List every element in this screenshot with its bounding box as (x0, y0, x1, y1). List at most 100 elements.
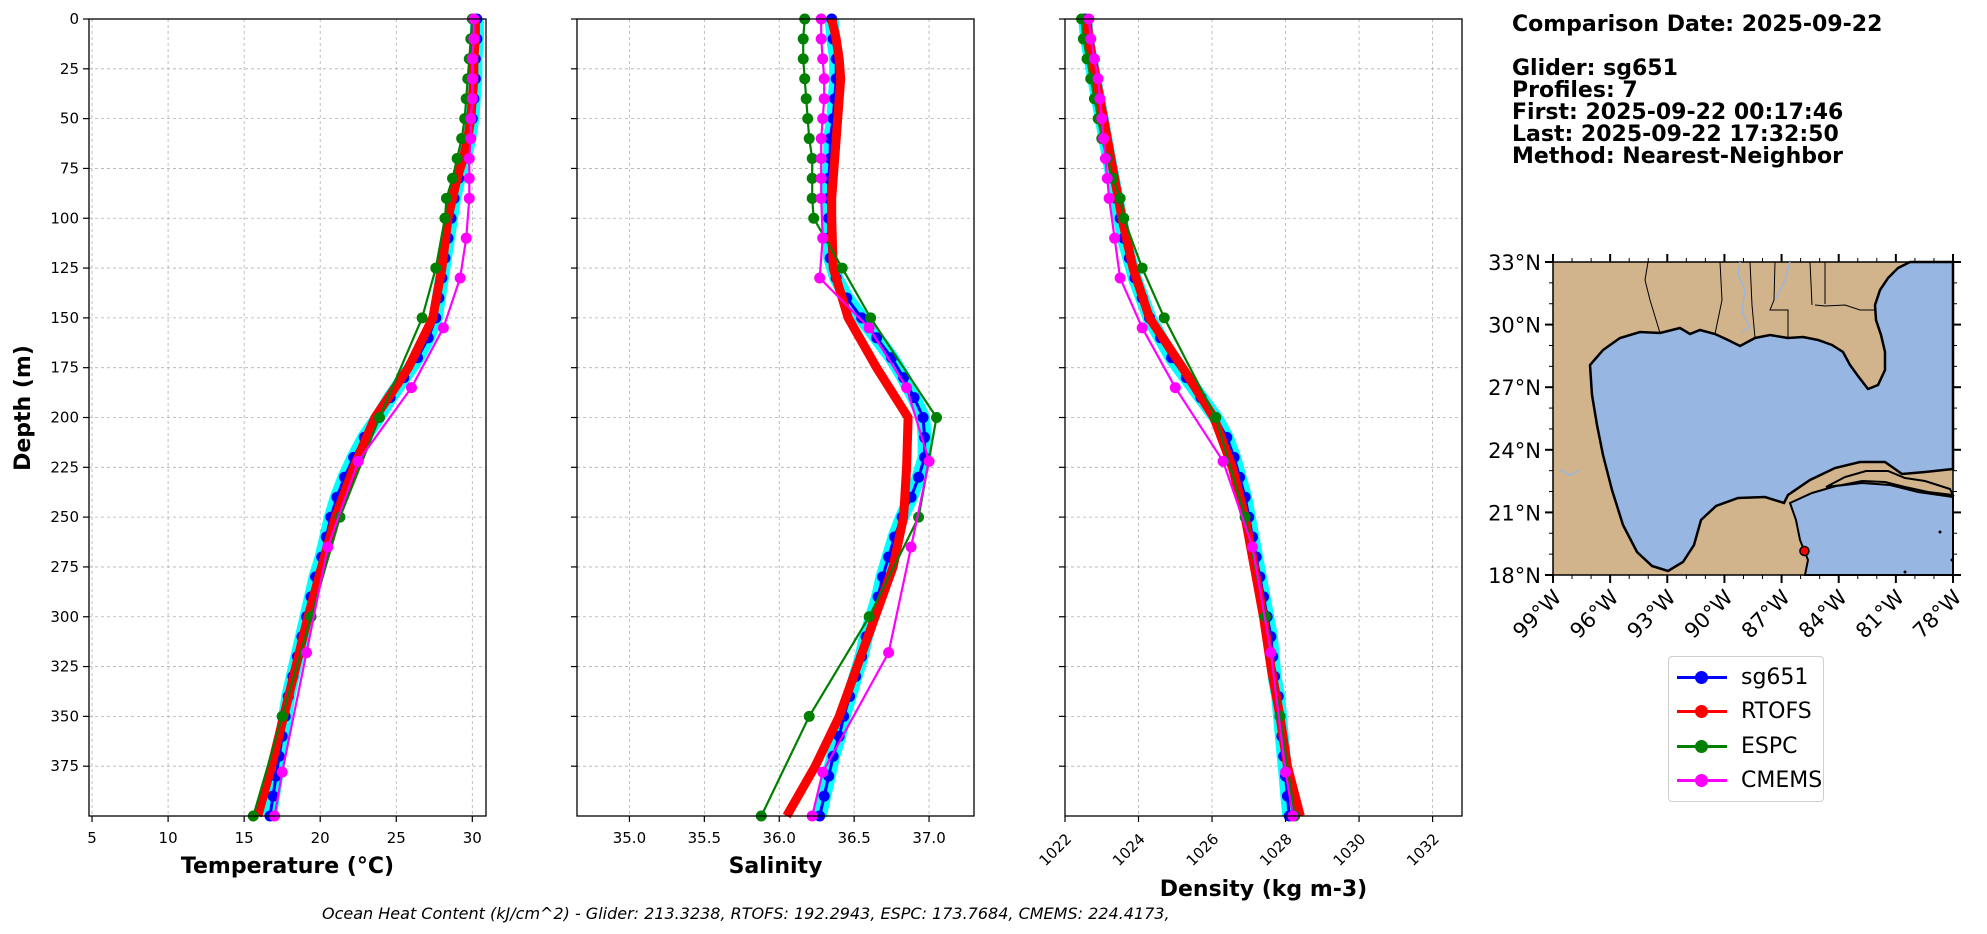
legend: sg651 RTOFS ESPC CMEMS (1668, 656, 1824, 802)
map-lon-label: 99°W (1508, 585, 1566, 643)
cmems-point (454, 272, 466, 284)
first-profile-time: First: 2025-09-22 00:17:46 (1512, 100, 1844, 125)
x-tick-label: 35.5 (688, 829, 721, 847)
map-lat-label: 24°N (1488, 439, 1541, 463)
cmems-point (817, 53, 829, 65)
map-lat-label: 33°N (1488, 251, 1541, 275)
x-tick-label: 1022 (1036, 830, 1076, 870)
cmems-point (1098, 133, 1110, 145)
x-tick-label: 5 (87, 829, 97, 847)
x-tick-label: 30 (463, 829, 482, 847)
map-lon-label: 84°W (1794, 585, 1852, 643)
info-panel: Comparison Date: 2025-09-22 Glider: sg65… (1512, 14, 1882, 168)
cmems-point (322, 541, 334, 553)
legend-label: ESPC (1741, 733, 1798, 759)
y-tick-label: 100 (50, 209, 79, 227)
sg651-point (913, 471, 925, 483)
cmems-point (815, 133, 827, 145)
cmems-point (1096, 113, 1108, 125)
espc-point (1118, 212, 1130, 224)
cmems-point (1217, 455, 1229, 467)
cmems-point (276, 766, 288, 778)
map-lat-label: 21°N (1488, 501, 1541, 525)
y-tick-label: 50 (60, 110, 79, 128)
x-tick-label: 1030 (1330, 830, 1370, 870)
map-lat-label: 27°N (1488, 376, 1541, 400)
espc-point (1158, 312, 1170, 324)
legend-line-icon (1677, 670, 1727, 684)
espc-point (439, 212, 451, 224)
cmems-point (1101, 172, 1113, 184)
cmems-point (815, 33, 827, 45)
espc-point (803, 133, 815, 145)
y-tick-label: 75 (60, 159, 79, 177)
cmems-point (352, 455, 364, 467)
espc-point (440, 192, 452, 204)
x-tick-label: 36.0 (763, 829, 796, 847)
cmems-point (1099, 152, 1111, 164)
y-tick-label: 300 (50, 608, 79, 626)
map-lon-label: 93°W (1622, 585, 1680, 643)
cmems-point (301, 647, 313, 659)
cmems-point (463, 172, 475, 184)
temperature-panel: 0 25 50 75 100 125 150 175 200 225 250 275 300 325 350… (50, 10, 487, 879)
cmems-point (1169, 382, 1181, 394)
espc-point (416, 312, 428, 324)
y-tick-label: 350 (50, 707, 79, 725)
cmems-point (463, 152, 475, 164)
legend-line-icon (1677, 704, 1727, 718)
state-borders (1644, 261, 1875, 339)
depth-axis-label: Depth (m) (11, 345, 36, 471)
cmems-point (465, 133, 477, 145)
cmems-point (1114, 272, 1126, 284)
legend-item-sg651: sg651 (1677, 660, 1808, 694)
x-tick-label: 1032 (1403, 830, 1443, 870)
map-lat-label: 18°N (1488, 564, 1541, 588)
espc-point (863, 611, 875, 623)
espc-point (865, 312, 877, 324)
y-tick-label: 325 (50, 658, 79, 676)
y-tick-label: 200 (50, 409, 79, 427)
cmems-point (466, 93, 478, 105)
legend-item-rtofs: RTOFS (1677, 694, 1812, 728)
espc-point (1274, 710, 1286, 722)
legend-label: CMEMS (1741, 767, 1823, 793)
y-tick-label: 225 (50, 458, 79, 476)
y-tick-label: 375 (50, 757, 79, 775)
espc-point (800, 93, 812, 105)
cmems-point (437, 322, 449, 334)
cmems-point (463, 192, 475, 204)
x-tick-label: 10 (159, 829, 178, 847)
map-lon-label: 96°W (1565, 585, 1623, 643)
espc-point (451, 152, 463, 164)
cmems-point (468, 33, 480, 45)
espc-point (447, 172, 459, 184)
density-panel: 1022 1024 1026 1028 1030 1032 Density (kg m-3) (1036, 13, 1463, 902)
sg651-point (917, 412, 929, 423)
x-tick-label: 15 (235, 829, 254, 847)
x-tick-label: 1028 (1256, 830, 1296, 870)
espc-point (808, 212, 820, 224)
comparison-date: Comparison Date: 2025-09-22 (1512, 12, 1883, 37)
cmems-point (1246, 541, 1258, 553)
y-tick-label: 175 (50, 359, 79, 377)
cmems-point (905, 541, 917, 553)
cmems-point (815, 152, 827, 164)
x-tick-label: 36.5 (837, 829, 870, 847)
cmems-point (466, 73, 478, 85)
cmems-point (466, 53, 478, 65)
espc-point (799, 73, 811, 85)
sg651-point (856, 312, 868, 324)
salinity-panel: 35.0 35.5 36.0 36.5 37.0 Salinity (571, 13, 975, 879)
legend-line-icon (1677, 773, 1727, 787)
cmems-point (818, 93, 830, 105)
y-tick-label: 250 (50, 508, 79, 526)
x-tick-label: 20 (311, 829, 330, 847)
cmems-point (1085, 33, 1097, 45)
espc-point (430, 262, 442, 274)
y-tick-label: 25 (60, 60, 79, 78)
glider-position-marker (1799, 545, 1810, 557)
cmems-point (1088, 53, 1100, 65)
cmems-point (815, 172, 827, 184)
